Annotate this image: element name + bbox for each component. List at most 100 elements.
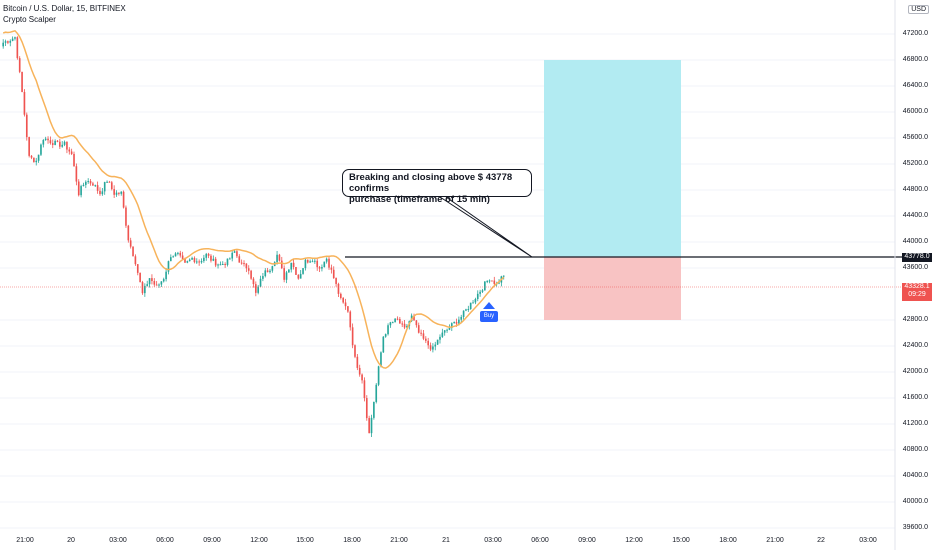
candle[interactable] [339,293,342,298]
candle[interactable] [384,334,387,337]
candle[interactable] [49,140,52,144]
candle[interactable] [153,281,156,285]
candle[interactable] [129,240,132,247]
candle[interactable] [4,41,7,43]
candle[interactable] [318,267,321,269]
candle[interactable] [42,140,45,145]
buy-signal-label[interactable]: Buy [480,311,498,322]
candle[interactable] [120,191,123,194]
candle[interactable] [422,333,425,339]
candle[interactable] [325,258,328,262]
candle[interactable] [101,191,104,195]
candle[interactable] [417,325,420,333]
target-zone[interactable] [544,60,681,257]
candle[interactable] [476,293,479,300]
candle[interactable] [486,280,489,282]
candle[interactable] [110,182,113,190]
candle[interactable] [28,137,30,156]
candle[interactable] [283,268,285,280]
candle[interactable] [144,285,146,294]
candle[interactable] [151,278,153,282]
candle[interactable] [278,254,281,261]
candle[interactable] [226,258,229,265]
candle[interactable] [257,286,260,293]
candle[interactable] [344,302,347,307]
candle[interactable] [290,262,293,270]
candle[interactable] [455,321,458,324]
candle[interactable] [193,257,196,263]
candle[interactable] [441,332,444,337]
candle[interactable] [302,268,304,274]
candle[interactable] [33,157,35,163]
candle[interactable] [432,346,434,350]
candle[interactable] [356,356,359,368]
candle[interactable] [481,290,484,292]
candle[interactable] [335,278,337,284]
candle[interactable] [16,37,19,59]
candle[interactable] [332,269,335,279]
candle[interactable] [394,318,396,323]
candle[interactable] [127,225,130,241]
candle[interactable] [236,251,238,257]
candle[interactable] [462,310,465,317]
candle[interactable] [231,252,234,259]
candle[interactable] [474,299,477,303]
candle[interactable] [23,91,26,115]
candle[interactable] [493,280,496,284]
candle[interactable] [247,268,250,271]
candle[interactable] [68,149,71,152]
candle[interactable] [207,253,210,256]
candle[interactable] [448,327,451,330]
candle[interactable] [380,352,382,367]
candle[interactable] [399,318,401,324]
candle[interactable] [132,246,134,257]
candle[interactable] [56,140,59,142]
candle[interactable] [217,264,219,266]
candle[interactable] [465,309,467,311]
candle[interactable] [188,259,191,262]
candle[interactable] [264,270,267,277]
candle[interactable] [311,261,314,263]
candle[interactable] [330,267,333,270]
candle[interactable] [375,384,378,402]
candle[interactable] [295,266,297,275]
candle[interactable] [169,257,172,262]
candle[interactable] [488,280,491,282]
candle[interactable] [259,278,262,287]
candle[interactable] [243,263,245,265]
candle[interactable] [396,318,399,320]
candle[interactable] [21,71,23,92]
candle[interactable] [299,273,302,279]
candle[interactable] [59,141,61,147]
candle[interactable] [382,336,385,353]
candle[interactable] [276,254,278,263]
candle[interactable] [118,192,120,194]
candle[interactable] [35,160,38,163]
candle[interactable] [439,336,441,340]
stop-zone[interactable] [544,256,681,320]
candle[interactable] [427,340,430,346]
candle[interactable] [401,323,404,325]
candle[interactable] [70,151,73,154]
candle[interactable] [391,322,394,324]
candle[interactable] [415,320,418,326]
candle[interactable] [254,284,257,293]
candle[interactable] [94,185,97,187]
candle[interactable] [7,41,9,43]
candle[interactable] [323,261,326,268]
candle[interactable] [136,264,139,273]
candle[interactable] [108,181,111,183]
candle[interactable] [229,258,231,260]
candle[interactable] [233,251,236,253]
candle[interactable] [429,345,432,350]
candle[interactable] [47,138,49,141]
candle[interactable] [51,143,54,145]
candle[interactable] [387,325,389,335]
candle[interactable] [266,270,269,273]
candle[interactable] [358,367,361,375]
candle[interactable] [11,38,14,41]
candle[interactable] [436,339,439,345]
candle[interactable] [99,190,101,195]
candle[interactable] [9,40,12,43]
